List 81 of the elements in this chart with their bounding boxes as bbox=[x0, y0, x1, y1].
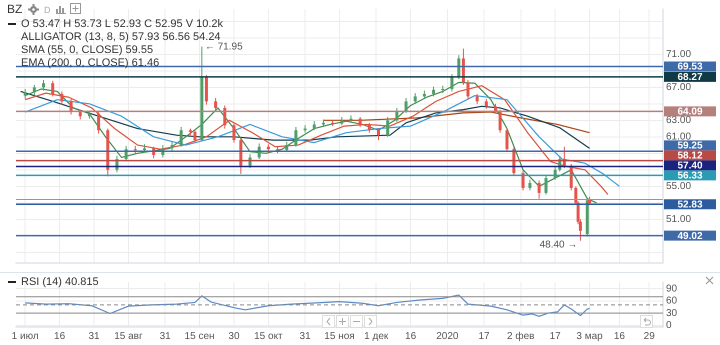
candlestick bbox=[522, 170, 525, 191]
y-tick-label: 90 bbox=[666, 283, 678, 294]
candlestick bbox=[60, 90, 64, 106]
candlestick bbox=[368, 122, 371, 134]
x-tick-label: 31 bbox=[160, 330, 172, 342]
y-tick-label: 55.00 bbox=[666, 181, 692, 192]
candlestick bbox=[377, 128, 380, 141]
candlestick bbox=[386, 116, 390, 138]
x-tick-label: 2 фев bbox=[507, 330, 534, 342]
ref-line-label: 52.83 bbox=[677, 199, 703, 210]
ref-line-label: 68.27 bbox=[677, 72, 703, 84]
annotation: O 53.47 H 53.73 L 52.93 C 52.95 V 10.2k bbox=[21, 18, 224, 30]
candlestick bbox=[78, 109, 82, 120]
annotation: ← 71.95 bbox=[204, 41, 244, 52]
x-tick-label: 16 bbox=[54, 330, 66, 342]
x-tick-label: 15 ноя bbox=[324, 330, 355, 342]
ref-line-label: 58.12 bbox=[677, 150, 703, 162]
y-tick-label: 63.00 bbox=[666, 115, 692, 126]
ref-line-label: 64.09 bbox=[677, 106, 703, 118]
candlestick bbox=[498, 109, 502, 134]
candlestick bbox=[414, 92, 417, 104]
annotation: 48.40 → bbox=[540, 239, 578, 250]
y-tick-label: 67.00 bbox=[666, 82, 692, 94]
x-tick-label: 15 окт bbox=[254, 330, 284, 342]
candlestick bbox=[42, 79, 46, 92]
x-tick-label: 15 сен bbox=[184, 330, 215, 342]
candlestick bbox=[294, 126, 298, 148]
candlestick bbox=[170, 141, 174, 152]
annotation: SMA (55, 0, CLOSE) 59.55 bbox=[21, 44, 154, 56]
ref-line-label: 56.33 bbox=[677, 170, 703, 182]
y-tick-label: 0 bbox=[666, 320, 672, 332]
candlestick bbox=[285, 141, 288, 152]
candlestick bbox=[450, 74, 454, 92]
x-tick-label: 15 авг bbox=[114, 330, 143, 342]
annotation: RSI (14) 40.815 bbox=[21, 276, 99, 288]
candlestick bbox=[476, 93, 479, 104]
annotation: BZ bbox=[7, 2, 22, 16]
x-tick-label: 30 bbox=[228, 330, 240, 342]
y-tick-label: 51.00 bbox=[666, 214, 692, 226]
x-tick-label: 17 bbox=[478, 330, 490, 342]
candlestick bbox=[232, 123, 236, 144]
y-tick-label: 30 bbox=[666, 308, 678, 319]
annotation: ALLIGATOR (13, 8, 5) 57.93 56.56 54.24 bbox=[21, 31, 221, 43]
candlestick bbox=[32, 84, 36, 96]
x-tick-label: 1 июл bbox=[12, 330, 39, 342]
candlestick bbox=[404, 98, 408, 114]
x-tick-label: 31 bbox=[300, 330, 312, 342]
candlestick bbox=[312, 120, 316, 131]
candlestick bbox=[24, 88, 27, 100]
candlestick bbox=[395, 107, 398, 122]
annotation: D bbox=[44, 4, 50, 16]
y-tick-label: 71.00 bbox=[666, 49, 692, 60]
ref-line-label: 69.53 bbox=[677, 62, 703, 73]
candlestick bbox=[505, 128, 508, 152]
candlestick bbox=[214, 98, 218, 111]
y-tick-label: 61.00 bbox=[666, 132, 692, 143]
x-tick-label: 29 bbox=[644, 330, 656, 342]
candlestick bbox=[358, 116, 362, 128]
candlestick bbox=[180, 126, 183, 148]
annotation: EMA (200, 0, CLOSE) 61.46 bbox=[21, 57, 160, 69]
candlestick bbox=[528, 179, 532, 191]
candlestick bbox=[51, 80, 54, 97]
candlestick bbox=[466, 79, 470, 100]
x-tick-label: 1 дек bbox=[364, 330, 389, 342]
candlestick bbox=[538, 180, 541, 200]
ref-line-label: 57.40 bbox=[677, 160, 703, 172]
candlestick bbox=[432, 86, 436, 97]
x-tick-label: 31 bbox=[88, 330, 100, 342]
x-tick-label: 16 bbox=[405, 330, 417, 342]
candlestick bbox=[484, 98, 488, 110]
x-tick-label: 17 bbox=[550, 330, 562, 342]
ref-line-label: 59.25 bbox=[677, 140, 703, 152]
candlestick bbox=[193, 130, 196, 144]
candlestick bbox=[97, 112, 100, 134]
x-tick-label: 16 bbox=[614, 330, 626, 342]
x-tick-label: 3 мар bbox=[576, 330, 604, 342]
candlestick bbox=[223, 104, 226, 130]
y-tick-label: 60 bbox=[666, 296, 678, 307]
x-tick-label: 2020 bbox=[436, 330, 459, 342]
ref-line-label: 49.02 bbox=[677, 230, 703, 242]
candlestick bbox=[544, 174, 548, 196]
